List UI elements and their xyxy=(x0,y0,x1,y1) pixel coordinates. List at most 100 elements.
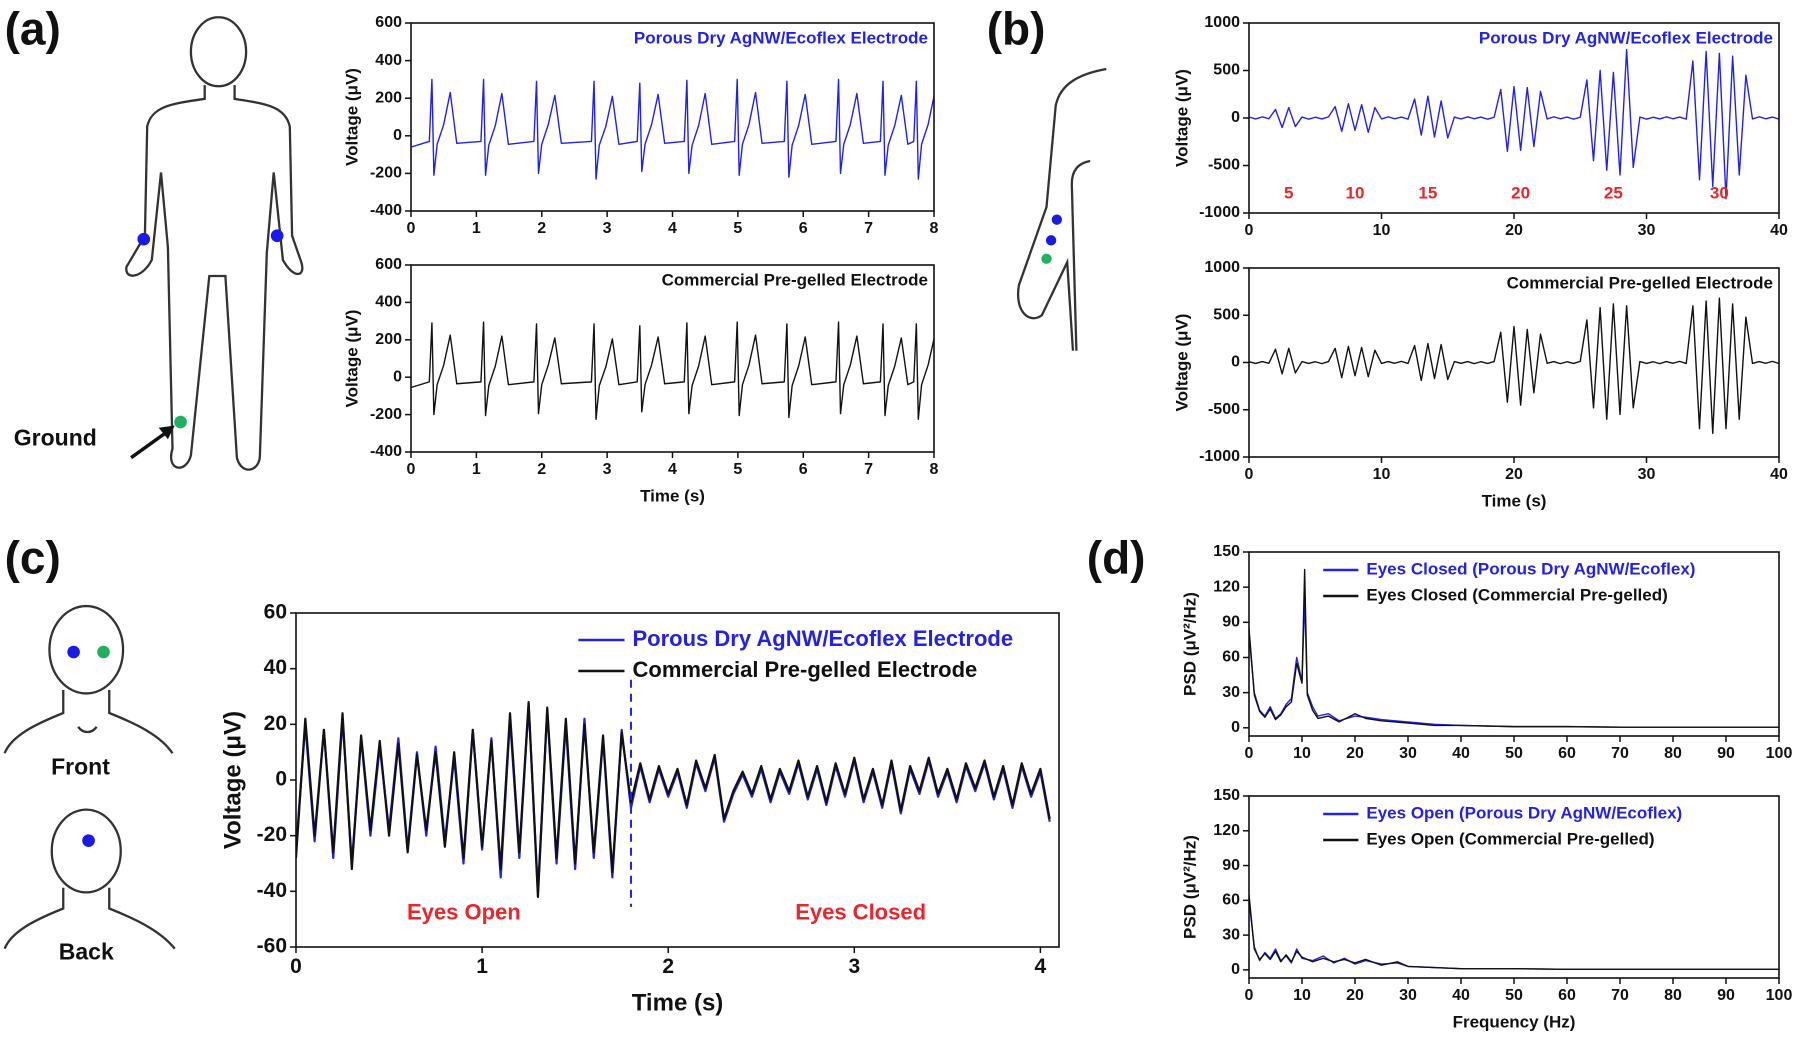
data-line xyxy=(1249,894,1779,971)
x-tick-label: 20 xyxy=(1346,987,1364,1004)
x-axis-label: Time (s) xyxy=(1482,491,1547,510)
y-axis-label: PSD (μV²/Hz) xyxy=(1180,835,1199,939)
y-axis-label: Voltage (μV) xyxy=(342,68,361,166)
y-tick-label: 120 xyxy=(1213,822,1240,839)
y-tick-label: 150 xyxy=(1213,787,1240,804)
panel-label: (b) xyxy=(987,2,1046,54)
x-tick-label: 30 xyxy=(1399,745,1417,762)
x-tick-label: 20 xyxy=(1505,466,1523,483)
x-tick-label: 60 xyxy=(1558,987,1576,1004)
y-tick-label: -60 xyxy=(257,935,287,958)
x-tick-label: 50 xyxy=(1505,987,1523,1004)
x-tick-label: 5 xyxy=(733,461,742,478)
y-tick-label: 150 xyxy=(1213,543,1240,560)
x-tick-label: 2 xyxy=(537,461,546,478)
plot-area xyxy=(1249,48,1779,200)
plot-area xyxy=(1249,894,1779,971)
shoulders-front xyxy=(3,689,174,754)
plot-area xyxy=(1249,568,1779,728)
plot-frame xyxy=(410,22,935,212)
x-tick-label: 0 xyxy=(290,955,302,978)
y-tick-label: 400 xyxy=(375,294,402,311)
y-tick-label: 0 xyxy=(1231,354,1240,371)
x-tick-label: 7 xyxy=(864,220,873,237)
data-line xyxy=(296,700,1051,898)
data-line xyxy=(411,78,934,180)
y-tick-label: 60 xyxy=(1222,892,1240,909)
x-tick-label: 8 xyxy=(930,220,939,237)
x-tick-label: 4 xyxy=(1035,955,1047,978)
plot-frame xyxy=(1248,795,1780,979)
y-tick-label: 40 xyxy=(264,656,287,679)
x-tick-label: 100 xyxy=(1766,745,1793,762)
x-tick-label: 3 xyxy=(848,955,860,978)
x-tick-label: 1 xyxy=(472,220,481,237)
y-tick-label: -500 xyxy=(1208,157,1240,174)
y-tick-label: 500 xyxy=(1213,62,1240,79)
data-line xyxy=(1249,48,1779,200)
y-tick-label: 0 xyxy=(1231,719,1240,736)
legend-label: Eyes Closed (Commercial Pre-gelled) xyxy=(1366,585,1667,604)
y-tick-label: 90 xyxy=(1222,857,1240,874)
panel-label: (d) xyxy=(1087,531,1146,583)
y-tick-label: 30 xyxy=(1222,926,1240,943)
y-tick-label: 500 xyxy=(1213,306,1240,323)
electrode xyxy=(137,232,151,246)
ground-electrode xyxy=(174,415,187,429)
x-tick-label: 70 xyxy=(1611,745,1629,762)
x-tick-label: 20 xyxy=(1346,745,1364,762)
plot-area xyxy=(296,700,1051,898)
x-tick-label: 0 xyxy=(407,461,416,478)
x-tick-label: 7 xyxy=(864,461,873,478)
plot-area xyxy=(1249,297,1779,435)
legend-label: Commercial Pre-gelled Electrode xyxy=(662,270,928,289)
data-line xyxy=(296,703,1051,893)
y-tick-label: 20 xyxy=(264,712,287,735)
x-tick-label: 4 xyxy=(668,461,677,478)
panel-label: (c) xyxy=(5,531,61,583)
y-tick-label: 600 xyxy=(375,256,402,273)
body-outline xyxy=(125,85,304,471)
legend-label: Porous Dry AgNW/Ecoflex Electrode xyxy=(633,626,1014,651)
annotation: 25 xyxy=(1604,183,1623,202)
x-tick-label: 0 xyxy=(1245,987,1254,1004)
plot-frame xyxy=(1248,267,1780,458)
x-tick-label: 30 xyxy=(1638,222,1656,239)
y-tick-label: 200 xyxy=(375,331,402,348)
x-tick-label: 40 xyxy=(1452,987,1470,1004)
y-tick-label: 0 xyxy=(393,368,402,385)
annotation: 20 xyxy=(1511,183,1530,202)
annotation: Eyes Open xyxy=(407,899,521,924)
electrode xyxy=(67,645,80,659)
y-tick-label: 1000 xyxy=(1204,259,1240,276)
x-tick-label: 6 xyxy=(799,220,808,237)
x-tick-label: 40 xyxy=(1770,222,1788,239)
y-tick-label: 1000 xyxy=(1204,14,1240,31)
y-tick-label: 600 xyxy=(375,14,402,31)
x-tick-label: 80 xyxy=(1664,987,1682,1004)
arrow-head xyxy=(158,425,175,440)
y-tick-label: -200 xyxy=(370,406,402,423)
y-tick-label: -40 xyxy=(257,879,287,902)
legend-label: Eyes Closed (Porous Dry AgNW/Ecoflex) xyxy=(1366,559,1695,578)
shoulders-back xyxy=(3,887,176,950)
electrode xyxy=(82,834,95,847)
x-tick-label: 1 xyxy=(476,955,488,978)
annotation: 30 xyxy=(1710,183,1729,202)
y-tick-label: -400 xyxy=(370,202,402,219)
x-tick-label: 0 xyxy=(1245,745,1254,762)
x-axis-label: Time (s) xyxy=(632,989,724,1016)
y-axis-label: Voltage (μV) xyxy=(1172,69,1191,167)
x-tick-label: 100 xyxy=(1766,987,1793,1004)
x-tick-label: 1 xyxy=(472,461,481,478)
y-tick-label: 60 xyxy=(1222,649,1240,666)
data-line xyxy=(1249,900,1779,971)
x-tick-label: 3 xyxy=(603,220,612,237)
x-axis-label: Time (s) xyxy=(640,486,705,505)
x-tick-label: 80 xyxy=(1664,745,1682,762)
illustrations: (a) (b) (c) (d) Ground Front Back xyxy=(3,2,1146,964)
y-tick-label: 200 xyxy=(375,89,402,106)
y-axis-label: Voltage (μV) xyxy=(342,310,361,408)
front-label: Front xyxy=(51,753,110,779)
